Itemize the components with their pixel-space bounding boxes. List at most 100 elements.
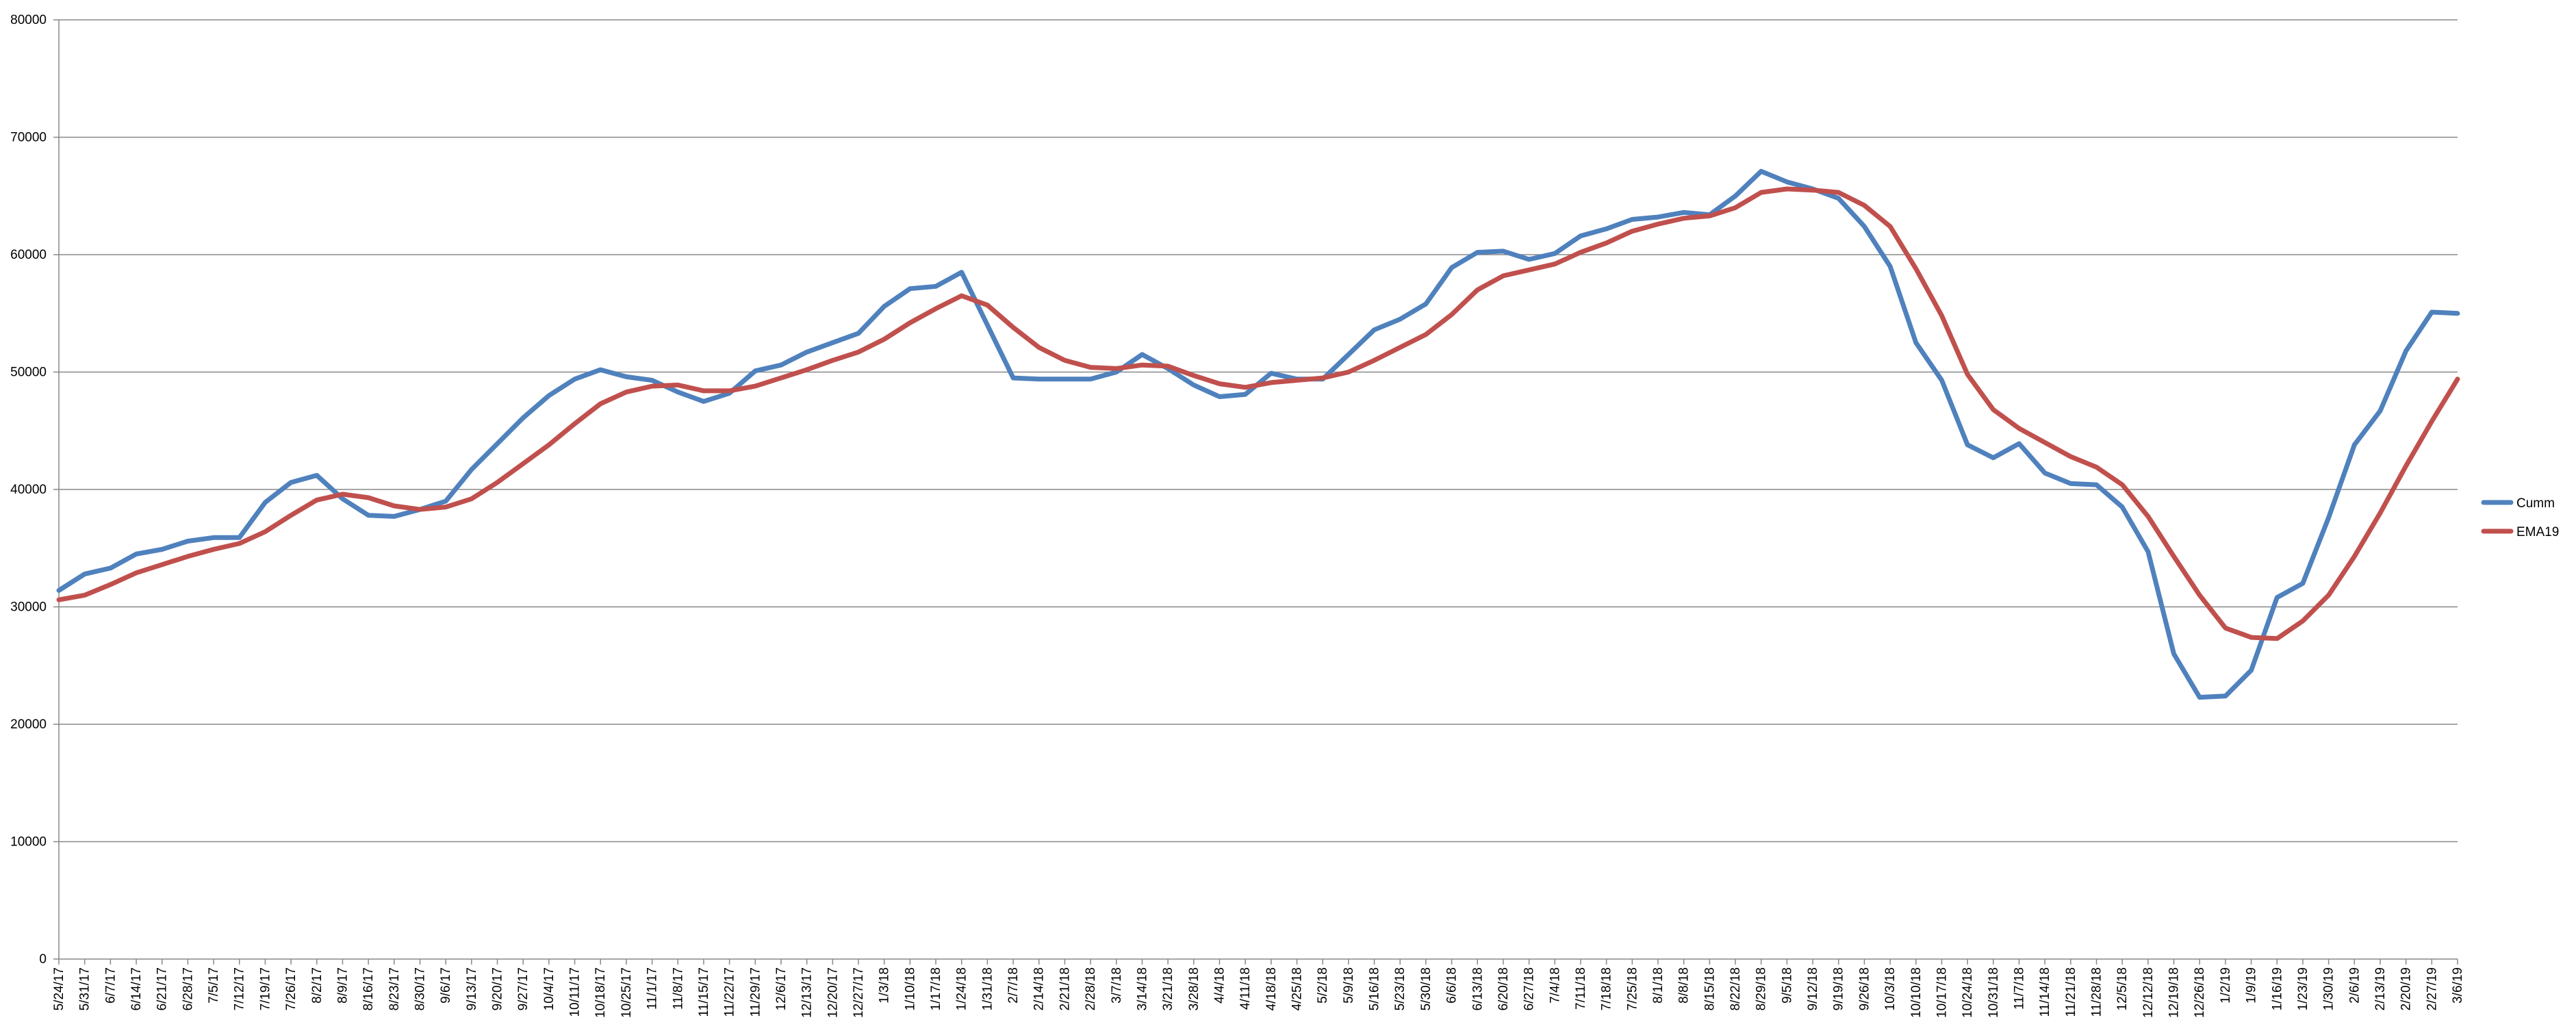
x-tick-label: 9/19/18 <box>1832 967 1846 1010</box>
series-lines <box>56 168 2460 700</box>
x-tick-label: 11/1/17 <box>646 967 660 1010</box>
x-tick-label: 1/23/19 <box>2296 967 2310 1010</box>
x-tick-label: 5/2/18 <box>1316 967 1330 1004</box>
x-tick-label: 2/27/19 <box>2425 967 2439 1010</box>
y-tick-label: 60000 <box>10 248 47 262</box>
x-axis: 5/24/17 5/31/17 6/7/17 6/14/17 6/21/17 6/28/1… <box>52 958 2465 1018</box>
x-tick-label: 9/20/17 <box>491 967 505 1010</box>
x-tick-label: 9/27/17 <box>516 967 531 1010</box>
x-tick-label: 7/5/17 <box>207 967 221 1004</box>
x-tick-label: 7/12/17 <box>233 967 247 1010</box>
x-tick-label: 11/15/17 <box>697 967 711 1017</box>
x-tick-label: 8/23/17 <box>387 967 402 1010</box>
x-tick-label: 1/31/18 <box>980 967 995 1010</box>
y-tick-label: 0 <box>39 952 47 967</box>
y-tick-label: 30000 <box>10 600 47 615</box>
x-tick-label: 8/15/18 <box>1703 967 1717 1010</box>
y-tick-label: 10000 <box>10 835 47 850</box>
x-tick-label: 9/13/17 <box>465 967 479 1010</box>
x-tick-label: 11/28/18 <box>2090 967 2104 1017</box>
x-tick-label: 12/13/17 <box>800 967 815 1018</box>
x-tick-label: 12/6/17 <box>774 967 789 1010</box>
x-tick-label: 5/30/18 <box>1419 967 1433 1010</box>
x-tick-label: 4/18/18 <box>1264 967 1279 1010</box>
x-tick-label: 7/11/18 <box>1574 967 1588 1010</box>
x-tick-label: 9/26/18 <box>1857 967 1872 1010</box>
x-tick-label: 10/24/18 <box>1961 967 1975 1018</box>
x-tick-label: 12/20/17 <box>826 967 840 1018</box>
x-tick-label: 11/22/17 <box>723 967 737 1017</box>
x-tick-label: 5/31/17 <box>78 967 92 1010</box>
x-tick-label: 2/21/18 <box>1058 967 1072 1010</box>
x-tick-label: 8/8/18 <box>1677 967 1692 1004</box>
legend-label-ema19: EMA19 <box>2516 525 2559 539</box>
x-tick-label: 10/3/18 <box>1883 967 1898 1010</box>
x-tick-label: 5/24/17 <box>52 967 66 1010</box>
x-tick-label: 6/14/17 <box>129 967 144 1010</box>
legend: Cumm EMA19 <box>2481 496 2559 539</box>
x-tick-label: 6/6/18 <box>1445 967 1459 1004</box>
y-axis: 0 10000 20000 30000 40000 50000 60000 70000 8000… <box>10 13 60 967</box>
x-tick-label: 8/16/17 <box>361 967 376 1010</box>
x-tick-label: 7/18/18 <box>1600 967 1614 1010</box>
x-tick-label: 8/22/18 <box>1729 967 1743 1010</box>
x-tick-label: 6/28/17 <box>181 967 195 1010</box>
x-tick-label: 2/7/18 <box>1006 967 1021 1004</box>
gridlines <box>59 19 2458 843</box>
x-tick-label: 7/19/17 <box>258 967 272 1010</box>
x-tick-label: 4/25/18 <box>1290 967 1305 1010</box>
x-tick-label: 12/12/18 <box>2141 967 2156 1018</box>
legend-label-cumm: Cumm <box>2516 496 2555 511</box>
x-tick-label: 6/20/18 <box>1496 967 1511 1010</box>
x-tick-label: 1/2/19 <box>2219 967 2233 1004</box>
x-tick-label: 1/9/19 <box>2245 967 2259 1004</box>
x-tick-label: 9/12/18 <box>1806 967 1820 1010</box>
x-tick-label: 1/17/18 <box>929 967 943 1010</box>
x-tick-label: 3/28/18 <box>1187 967 1201 1010</box>
x-tick-label: 8/1/18 <box>1651 967 1666 1004</box>
x-tick-label: 11/7/18 <box>2012 967 2026 1010</box>
x-tick-label: 2/14/18 <box>1032 967 1047 1010</box>
x-tick-label: 11/21/18 <box>2064 967 2078 1017</box>
x-tick-label: 8/30/17 <box>413 967 427 1010</box>
x-tick-label: 5/16/18 <box>1368 967 1382 1010</box>
x-tick-label: 3/6/19 <box>2451 967 2465 1004</box>
y-tick-label: 50000 <box>10 366 47 380</box>
x-tick-label: 1/10/18 <box>903 967 917 1010</box>
x-tick-label: 11/8/17 <box>671 967 685 1010</box>
x-tick-label: 9/6/17 <box>439 967 453 1004</box>
x-tick-label: 6/7/17 <box>103 967 118 1004</box>
series-line-ema19 <box>56 186 2460 641</box>
x-tick-label: 8/2/17 <box>310 967 324 1004</box>
x-tick-label: 1/30/19 <box>2322 967 2336 1010</box>
series-line-cumm <box>56 168 2460 700</box>
y-tick-label: 40000 <box>10 483 47 497</box>
x-tick-label: 3/7/18 <box>1110 967 1124 1004</box>
x-tick-label: 5/9/18 <box>1342 967 1356 1004</box>
x-tick-label: 12/19/18 <box>2167 967 2182 1018</box>
y-tick-label: 70000 <box>10 131 47 145</box>
x-tick-label: 7/25/18 <box>1625 967 1640 1010</box>
x-tick-label: 9/5/18 <box>1780 967 1794 1004</box>
x-tick-label: 4/4/18 <box>1212 967 1227 1004</box>
x-tick-label: 8/29/18 <box>1755 967 1769 1010</box>
y-tick-label: 20000 <box>10 717 47 732</box>
x-tick-label: 10/17/18 <box>1935 967 1949 1018</box>
x-tick-label: 10/25/17 <box>620 967 634 1018</box>
x-tick-label: 7/26/17 <box>284 967 298 1010</box>
x-tick-label: 12/26/18 <box>2193 967 2207 1018</box>
x-tick-label: 2/20/19 <box>2399 967 2414 1010</box>
x-tick-label: 5/23/18 <box>1393 967 1407 1010</box>
x-tick-label: 10/10/18 <box>1909 967 1924 1018</box>
x-tick-label: 11/14/18 <box>2038 967 2052 1017</box>
x-tick-label: 1/24/18 <box>955 967 969 1010</box>
x-tick-label: 10/11/17 <box>568 967 583 1017</box>
x-tick-label: 2/28/18 <box>1084 967 1098 1010</box>
x-tick-label: 10/31/18 <box>1987 967 2001 1018</box>
x-tick-label: 4/11/18 <box>1238 967 1253 1010</box>
x-tick-label: 10/4/17 <box>542 967 557 1010</box>
x-tick-label: 1/3/18 <box>878 967 892 1004</box>
x-tick-label: 2/6/19 <box>2347 967 2362 1004</box>
